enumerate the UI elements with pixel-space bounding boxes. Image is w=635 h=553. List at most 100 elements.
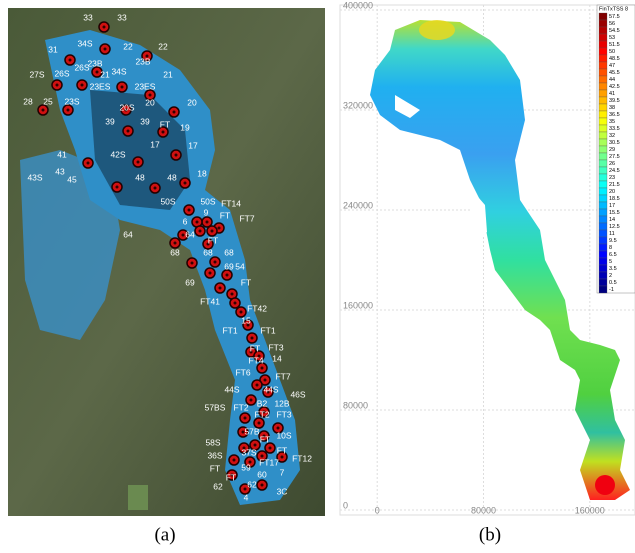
station-dot [243,487,247,491]
station-label: 69 [224,261,234,271]
station-label: 50S [200,196,215,206]
legend-swatch [598,222,608,231]
station-dot [266,390,270,394]
station-label: 68 [203,247,213,257]
station-dot [262,410,266,414]
station-label: 23ES [135,81,156,91]
station-dot [136,160,140,164]
legend-level: 41 [609,91,615,97]
legend-level: 50 [609,49,615,55]
station-label: 60 [257,469,267,479]
station-dot [280,455,284,459]
station-label: B2 [257,398,268,408]
legend-level: 14 [609,217,615,223]
station-label: 23B [135,56,150,66]
station-label: FT3 [268,342,283,352]
station-label: 18 [197,168,207,178]
x-tick-label: 80000 [471,505,496,515]
legend-swatch [598,257,608,266]
station-label: 31 [48,44,58,54]
legend-level: 47 [609,63,615,69]
station-dot [255,383,259,387]
station-dot [102,25,106,29]
station-label: 9 [204,207,209,217]
station-label: FT6 [235,367,250,377]
station-label: 17 [150,139,160,149]
station-label: FT7 [275,371,290,381]
station-dot [198,229,202,233]
station-label: 44S [263,384,278,394]
legend-level: 48.5 [609,56,620,62]
legend-swatch [598,33,608,42]
legend-swatch [598,68,608,77]
station-label: FT2 [254,409,269,419]
station-dot [55,83,59,87]
station-label: 23ES [90,81,111,91]
legend-level: 33.5 [609,126,620,132]
station-label: FT4 [248,355,263,365]
legend-level: -1 [609,287,614,293]
legend-swatch [598,180,608,189]
station-dot [145,54,149,58]
station-label: 41 [57,149,67,159]
station-dot [213,260,217,264]
legend-level: 35 [609,119,615,125]
station-label: 44S [224,384,239,394]
legend-title: FinTxTSS 8 [599,6,628,12]
legend-level: 51.5 [609,42,620,48]
station-label: FT [220,210,230,220]
station-label: 34S [77,38,92,48]
legend-level: 44 [609,77,615,83]
legend-swatch [598,82,608,91]
station-dot [205,220,209,224]
station-label: 26S [54,68,69,78]
station-label: 20S [119,102,134,112]
station-label: 64 [185,229,195,239]
y-tick-label: 400000 [343,0,373,10]
station-label: 62 [213,481,223,491]
y-tick-label: 240000 [343,200,373,210]
legend-swatch [598,250,608,259]
legend-level: 53 [609,35,615,41]
station-dot [243,416,247,420]
station-label: FT14 [221,198,241,208]
station-label: 45 [67,174,77,184]
legend-level: 8 [609,245,612,251]
legend-level: 9.5 [609,238,617,244]
station-label: FT3 [276,409,291,419]
legend-swatch [598,138,608,147]
legend-swatch [598,75,608,84]
legend-swatch [598,236,608,245]
legend-swatch [598,278,608,287]
legend-swatch [598,173,608,182]
caption: (b) [479,524,501,545]
station-label: 17 [188,140,198,150]
station-dot [249,350,253,354]
legend-level: 54.5 [609,28,620,34]
lake-field [370,20,630,500]
legend-swatch [598,54,608,63]
station-dot [124,108,128,112]
station-label: FT [241,277,251,287]
station-dot [239,310,243,314]
station-dot [195,220,199,224]
station-label: FT42 [247,303,267,313]
station-dot [80,83,84,87]
legend-swatch [598,61,608,70]
station-label: 15 [241,315,251,325]
station-label: 58S [205,437,220,447]
station-dot [242,446,246,450]
legend-level: 17 [609,203,615,209]
station-label: 25 [43,96,53,106]
station-dot [41,108,45,112]
legend-swatch [598,47,608,56]
legend-level: 21.5 [609,182,620,188]
station-dot [187,208,191,212]
legend-level: 30.5 [609,140,620,146]
station-label: FT2 [233,402,248,412]
station-dot [250,336,254,340]
station-dot [253,443,257,447]
legend-level: 20 [609,189,615,195]
